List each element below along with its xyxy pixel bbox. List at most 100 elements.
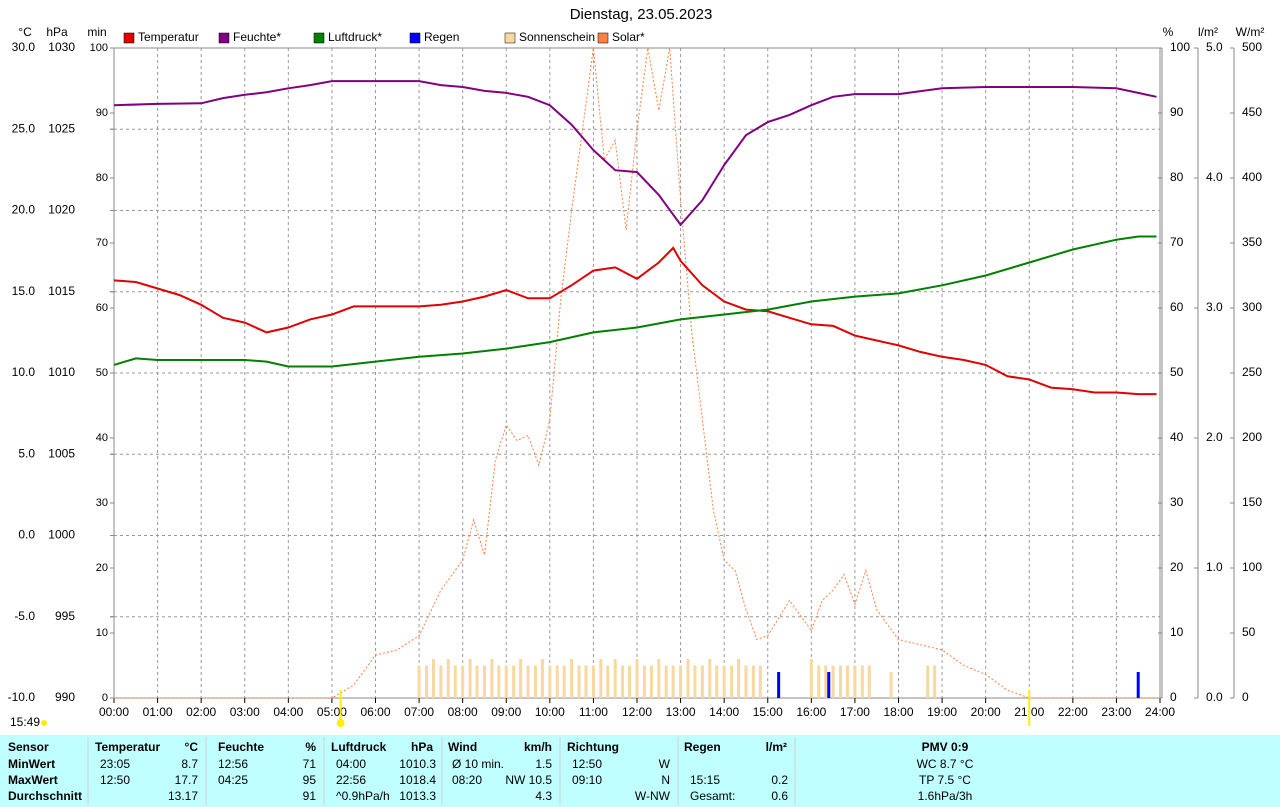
table-cell: 13.17 xyxy=(168,789,198,803)
y-tick-label: 20.0 xyxy=(12,203,36,217)
bar xyxy=(424,665,428,698)
axis-unit: min xyxy=(87,25,106,39)
y-tick-label: 15.0 xyxy=(12,284,36,298)
x-tick-label: 23:00 xyxy=(1101,705,1131,719)
y-tick-label: 1010 xyxy=(48,365,75,379)
table-cell: 1.5 xyxy=(535,757,552,771)
x-tick-label: 05:00 xyxy=(317,705,347,719)
y-tick-label: 50 xyxy=(1170,365,1184,379)
y-tick-label: -5.0 xyxy=(14,609,35,623)
bar xyxy=(599,659,603,698)
y-tick-label: 90 xyxy=(1170,105,1184,119)
y-tick-label: 1025 xyxy=(48,121,75,135)
y-tick-label: 0.0 xyxy=(1206,690,1223,704)
table-cell: MaxWert xyxy=(8,773,58,787)
legend-label: Regen xyxy=(424,30,459,44)
table-cell: Ø 10 min. xyxy=(452,757,504,771)
y-tick-label: 40 xyxy=(96,432,108,444)
bar xyxy=(606,665,610,698)
legend-swatch xyxy=(218,32,230,44)
bar xyxy=(737,659,741,698)
y-tick-label: 300 xyxy=(1242,300,1262,314)
table-cell: 08:20 xyxy=(452,773,482,787)
bar xyxy=(671,665,675,698)
table-cell: 23:05 xyxy=(100,757,130,771)
chart-title: Dienstag, 23.05.2023 xyxy=(570,6,713,23)
table-cell: TP 7.5 °C xyxy=(919,773,971,787)
y-tick-label: 0 xyxy=(102,692,108,704)
table-header: Sensor xyxy=(8,740,49,754)
y-tick-label: 990 xyxy=(55,690,75,704)
bar xyxy=(504,665,508,698)
y-tick-label: 200 xyxy=(1242,430,1262,444)
legend-swatch xyxy=(123,32,135,44)
bar xyxy=(831,665,835,698)
bar xyxy=(649,665,653,698)
y-tick-label: 1030 xyxy=(48,40,75,54)
bar xyxy=(809,659,813,698)
table-header: % xyxy=(305,740,316,754)
y-tick-label: 70 xyxy=(1170,235,1184,249)
y-tick-label: 350 xyxy=(1242,235,1262,249)
y-tick-label: 10.0 xyxy=(12,365,36,379)
legend-label: Luftdruck* xyxy=(328,30,382,44)
legend-label: Solar* xyxy=(612,30,645,44)
bar xyxy=(860,665,864,698)
legend-label: Sonnenschein xyxy=(519,30,595,44)
bar xyxy=(744,665,748,698)
table-cell: W xyxy=(659,757,671,771)
x-tick-label: 11:00 xyxy=(579,705,608,719)
table-cell: 0.2 xyxy=(771,773,788,787)
table-cell: 04:25 xyxy=(218,773,248,787)
bar xyxy=(555,665,559,698)
axis-unit: W/m² xyxy=(1236,25,1265,39)
series-line xyxy=(113,235,1157,368)
y-tick-label: 60 xyxy=(96,302,108,314)
table-cell: 91 xyxy=(303,789,317,803)
y-tick-label: 50 xyxy=(96,367,108,379)
y-tick-label: 0.0 xyxy=(18,528,35,542)
y-tick-label: 20 xyxy=(96,562,108,574)
bar xyxy=(461,665,465,698)
y-tick-label: 80 xyxy=(1170,170,1184,184)
table-cell: 12:56 xyxy=(218,757,248,771)
x-tick-label: 13:00 xyxy=(666,705,696,719)
x-tick-label: 07:00 xyxy=(404,705,434,719)
y-tick-label: 5.0 xyxy=(18,446,35,460)
y-tick-label: 100 xyxy=(90,42,108,54)
x-tick-label: 15:00 xyxy=(753,705,783,719)
table-cell: 95 xyxy=(303,773,317,787)
y-tick-label: 150 xyxy=(1242,495,1262,509)
x-tick-label: 03:00 xyxy=(230,705,260,719)
x-tick-label: 00:00 xyxy=(99,705,129,719)
y-tick-label: 100 xyxy=(1170,40,1190,54)
bar xyxy=(708,659,712,698)
table-header: Luftdruck xyxy=(331,740,387,754)
bar xyxy=(839,665,843,698)
y-tick-label: -10.0 xyxy=(8,690,36,704)
table-cell: 12:50 xyxy=(572,757,602,771)
axis-unit: % xyxy=(1163,25,1174,39)
bar xyxy=(1136,672,1140,698)
bar xyxy=(933,665,937,698)
axis-unit: °C xyxy=(18,25,32,39)
bar xyxy=(562,665,566,698)
bar xyxy=(824,665,828,698)
bar xyxy=(431,659,435,698)
y-tick-label: 20 xyxy=(1170,560,1184,574)
y-tick-label: 1.0 xyxy=(1206,560,1223,574)
y-tick-label: 1015 xyxy=(48,284,75,298)
table-cell: Gesamt: xyxy=(690,789,735,803)
table-cell: WC 8.7 °C xyxy=(917,757,974,771)
table-header: PMV 0:9 xyxy=(922,740,969,754)
bar xyxy=(446,659,450,698)
series-line xyxy=(113,80,1157,227)
bar xyxy=(635,659,639,698)
table-header: l/m² xyxy=(766,740,787,754)
bar xyxy=(519,659,523,698)
x-tick-label: 04:00 xyxy=(273,705,303,719)
y-tick-label: 0 xyxy=(1242,690,1249,704)
bar xyxy=(853,665,857,698)
x-tick-label: 17:00 xyxy=(840,705,870,719)
